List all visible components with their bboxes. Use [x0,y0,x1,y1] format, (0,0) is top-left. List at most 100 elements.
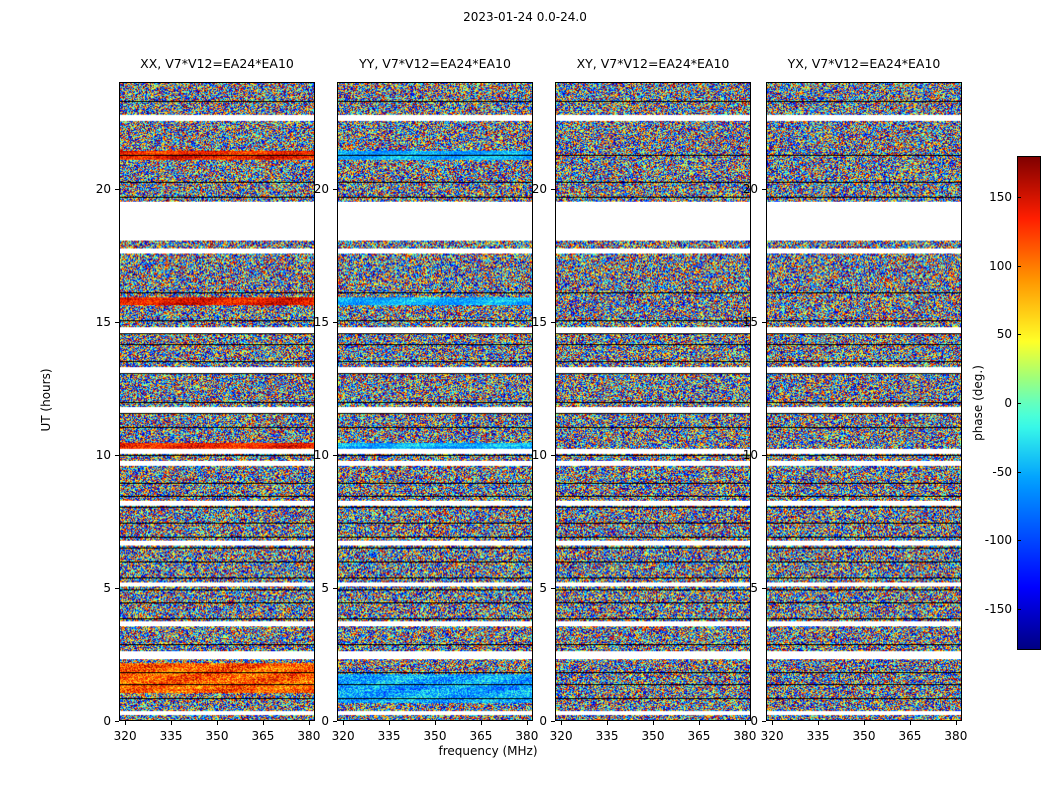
colorbar[interactable] [1017,156,1041,650]
x-tickmark [435,721,436,725]
x-tickmark [217,721,218,725]
heatmap-panel-yx[interactable] [766,82,962,721]
x-tickmark [171,721,173,725]
panel-title-xx: XX, V7*V12=EA24*EA10 [140,56,294,71]
x-tickmark [698,721,700,725]
x-tick-label: 350 [205,729,229,743]
x-tickmark [480,721,482,725]
x-tickmark [909,721,911,725]
x-tick-label: 380 [297,729,321,743]
x-tick-label: 365 [687,729,711,743]
x-tickmark [526,721,528,725]
heatmap-image-xy [556,83,750,720]
y-tickmark [333,188,337,190]
colorbar-tickmark [1017,403,1021,404]
y-tick-label: 20 [313,181,329,196]
y-tickmark [333,721,337,722]
y-tick-label: 0 [103,714,111,728]
panel-title-xy: XY, V7*V12=EA24*EA10 [576,56,730,71]
y-tickmark [115,454,119,456]
x-tick-label: 320 [549,729,573,743]
colorbar-tickmark [1017,608,1021,610]
y-tick-label: 20 [531,181,547,196]
x-tickmark [744,721,746,725]
heatmap-image-yy [338,83,532,720]
x-tick-label: 335 [595,729,619,743]
y-tickmark [115,721,119,722]
y-tickmark [333,587,337,589]
x-tickmark [772,721,774,725]
y-tick-label: 0 [539,714,547,728]
y-tick-label: 10 [531,447,547,462]
x-tick-label: 380 [733,729,757,743]
x-tick-label: 380 [944,729,968,743]
colorbar-tick-label: -50 [992,464,1012,479]
heatmap-image-xx [120,83,314,720]
y-tickmark [551,587,555,589]
x-tick-label: 320 [331,729,355,743]
y-tickmark [551,721,555,722]
x-tickmark [607,721,609,725]
colorbar-tick-label: 50 [996,327,1012,342]
x-tickmark [864,721,865,725]
colorbar-tickmark [1017,197,1021,199]
colorbar-tickmark [1017,540,1021,542]
x-tick-label: 350 [423,729,447,743]
y-tick-label: 20 [95,181,111,196]
y-tickmark [115,321,119,323]
colorbar-gradient [1018,157,1040,649]
y-tickmark [762,454,766,456]
x-tick-label: 350 [852,729,876,743]
heatmap-panel-yy[interactable] [337,82,533,721]
y-tick-label: 5 [539,580,547,595]
x-tick-label: 365 [251,729,275,743]
colorbar-tick-label: 150 [989,190,1012,205]
x-tick-label: 335 [159,729,183,743]
y-tickmark [333,454,337,456]
x-tickmark [955,721,957,725]
y-tickmark [762,321,766,323]
x-tick-label: 335 [377,729,401,743]
y-tickmark [762,188,766,190]
y-tickmark [762,721,766,722]
y-tick-label: 10 [742,447,758,462]
y-tick-label: 10 [313,447,329,462]
y-tick-label: 5 [750,580,758,595]
y-tick-label: 15 [313,314,329,329]
x-tickmark [389,721,391,725]
y-tick-label: 5 [321,580,329,595]
y-tick-label: 5 [103,580,111,595]
y-tickmark [551,188,555,190]
x-tickmark [561,721,563,725]
x-tickmark [125,721,127,725]
y-axis-label: UT (hours) [39,368,53,432]
y-tickmark [551,454,555,456]
heatmap-panel-xx[interactable] [119,82,315,721]
x-tickmark [818,721,820,725]
y-tick-label: 15 [531,314,547,329]
heatmap-image-yx [767,83,961,720]
colorbar-label: phase (deg.) [971,365,985,441]
y-tickmark [115,188,119,190]
y-tick-label: 10 [95,447,111,462]
y-tick-label: 15 [742,314,758,329]
x-tickmark [308,721,310,725]
y-tickmark [333,321,337,323]
panel-title-yx: YX, V7*V12=EA24*EA10 [787,56,941,71]
x-tick-label: 365 [898,729,922,743]
figure-suptitle: 2023-01-24 0.0-24.0 [463,10,587,24]
colorbar-tick-label: 0 [1004,396,1012,410]
x-axis-label: frequency (MHz) [438,744,538,758]
panel-title-yy: YY, V7*V12=EA24*EA10 [359,56,511,71]
x-tickmark [343,721,345,725]
y-tick-label: 0 [750,714,758,728]
x-tick-label: 380 [515,729,539,743]
colorbar-tickmark [1017,471,1021,473]
x-tick-label: 365 [469,729,493,743]
heatmap-panel-xy[interactable] [555,82,751,721]
y-tick-label: 20 [742,181,758,196]
x-tick-label: 320 [760,729,784,743]
y-tick-label: 15 [95,314,111,329]
y-tickmark [762,587,766,589]
